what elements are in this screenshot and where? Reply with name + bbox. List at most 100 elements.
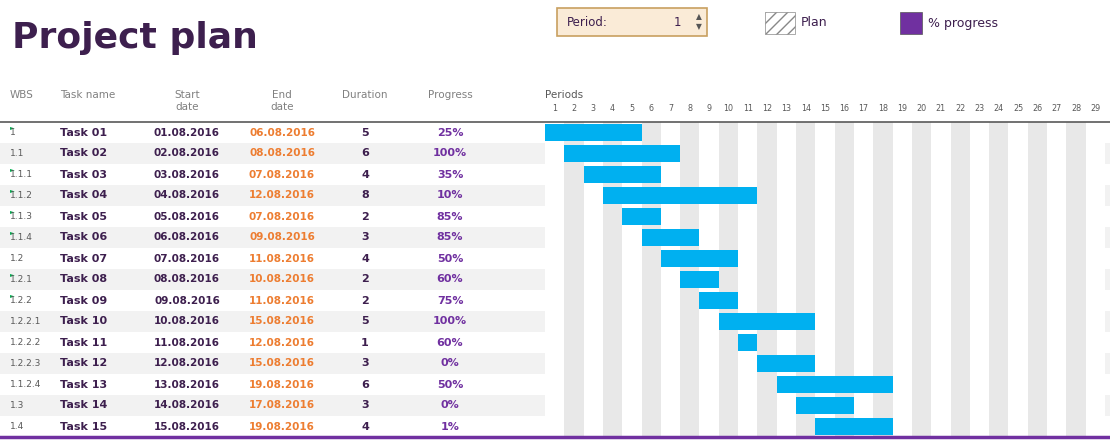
Bar <box>874 143 892 164</box>
Bar <box>564 416 584 437</box>
Text: 18: 18 <box>878 104 888 113</box>
Bar <box>796 374 816 395</box>
Bar <box>835 143 854 164</box>
Bar <box>777 290 796 311</box>
Bar <box>584 185 603 206</box>
Bar <box>835 227 854 248</box>
Text: 1.2.2.2: 1.2.2.2 <box>10 338 41 347</box>
Bar <box>623 227 642 248</box>
Bar <box>719 122 738 143</box>
Text: 05.08.2016: 05.08.2016 <box>154 211 220 222</box>
Bar <box>660 122 680 143</box>
Bar <box>642 416 660 437</box>
Bar <box>854 353 874 374</box>
Text: 75%: 75% <box>436 295 463 305</box>
Bar <box>584 332 603 353</box>
Text: 11.08.2016: 11.08.2016 <box>249 295 315 305</box>
Bar <box>719 269 738 290</box>
Text: 85%: 85% <box>436 211 463 222</box>
Text: 5: 5 <box>361 316 369 326</box>
Bar <box>0 395 1110 416</box>
Bar <box>545 164 564 185</box>
Bar <box>699 290 719 311</box>
Text: 1.1.3: 1.1.3 <box>10 212 33 221</box>
Bar <box>796 416 816 437</box>
Bar <box>816 311 835 332</box>
Bar <box>0 353 1110 374</box>
Bar <box>874 374 892 395</box>
Bar <box>892 269 912 290</box>
Bar <box>545 353 564 374</box>
Text: 29: 29 <box>1090 104 1100 113</box>
Bar <box>680 353 699 374</box>
Bar <box>912 122 931 143</box>
Bar <box>1086 374 1104 395</box>
Bar <box>1086 311 1104 332</box>
Bar <box>623 122 642 143</box>
Bar <box>719 185 738 206</box>
Bar <box>584 166 660 183</box>
Text: 1: 1 <box>674 16 680 29</box>
Bar <box>816 164 835 185</box>
Text: 1.2: 1.2 <box>10 254 24 263</box>
Bar <box>623 374 642 395</box>
Bar <box>660 248 680 269</box>
Text: 26: 26 <box>1032 104 1042 113</box>
Bar <box>603 122 623 143</box>
Text: 10.08.2016: 10.08.2016 <box>249 274 315 284</box>
Text: ►: ► <box>10 230 14 235</box>
Bar <box>584 143 603 164</box>
Bar <box>564 353 584 374</box>
Bar <box>603 227 623 248</box>
Bar <box>0 248 1110 269</box>
Bar <box>892 164 912 185</box>
Bar <box>777 185 796 206</box>
Bar <box>757 248 777 269</box>
Text: 1: 1 <box>361 337 369 347</box>
Bar <box>1009 227 1028 248</box>
Bar <box>835 311 854 332</box>
Bar <box>757 122 777 143</box>
Text: WBS: WBS <box>10 90 34 100</box>
Bar <box>796 164 816 185</box>
Text: 12.08.2016: 12.08.2016 <box>249 337 315 347</box>
Bar <box>738 332 757 353</box>
Bar <box>738 311 757 332</box>
Bar <box>1067 269 1086 290</box>
Bar <box>1086 206 1104 227</box>
Bar <box>584 206 603 227</box>
Bar <box>660 269 680 290</box>
Bar <box>912 332 931 353</box>
Bar <box>816 290 835 311</box>
Text: Task 07: Task 07 <box>60 253 108 263</box>
Bar <box>699 164 719 185</box>
Bar <box>874 185 892 206</box>
Bar <box>796 353 816 374</box>
Bar <box>816 353 835 374</box>
Bar <box>1086 395 1104 416</box>
Bar <box>989 353 1009 374</box>
Bar <box>816 206 835 227</box>
Text: 07.08.2016: 07.08.2016 <box>249 211 315 222</box>
Bar <box>545 206 564 227</box>
Bar <box>777 269 796 290</box>
Bar <box>680 290 699 311</box>
Text: 50%: 50% <box>437 380 463 389</box>
Bar <box>854 206 874 227</box>
Bar <box>660 250 738 267</box>
Bar <box>623 164 642 185</box>
Bar <box>835 164 854 185</box>
Text: 0%: 0% <box>441 401 460 410</box>
Text: ►: ► <box>10 125 14 130</box>
Bar <box>1086 332 1104 353</box>
Bar <box>1047 290 1067 311</box>
Bar <box>931 143 950 164</box>
Text: 60%: 60% <box>436 274 463 284</box>
Bar <box>874 416 892 437</box>
Bar <box>1067 395 1086 416</box>
Bar <box>912 227 931 248</box>
Bar <box>660 395 680 416</box>
Bar <box>892 374 912 395</box>
Bar <box>757 206 777 227</box>
Bar <box>892 290 912 311</box>
